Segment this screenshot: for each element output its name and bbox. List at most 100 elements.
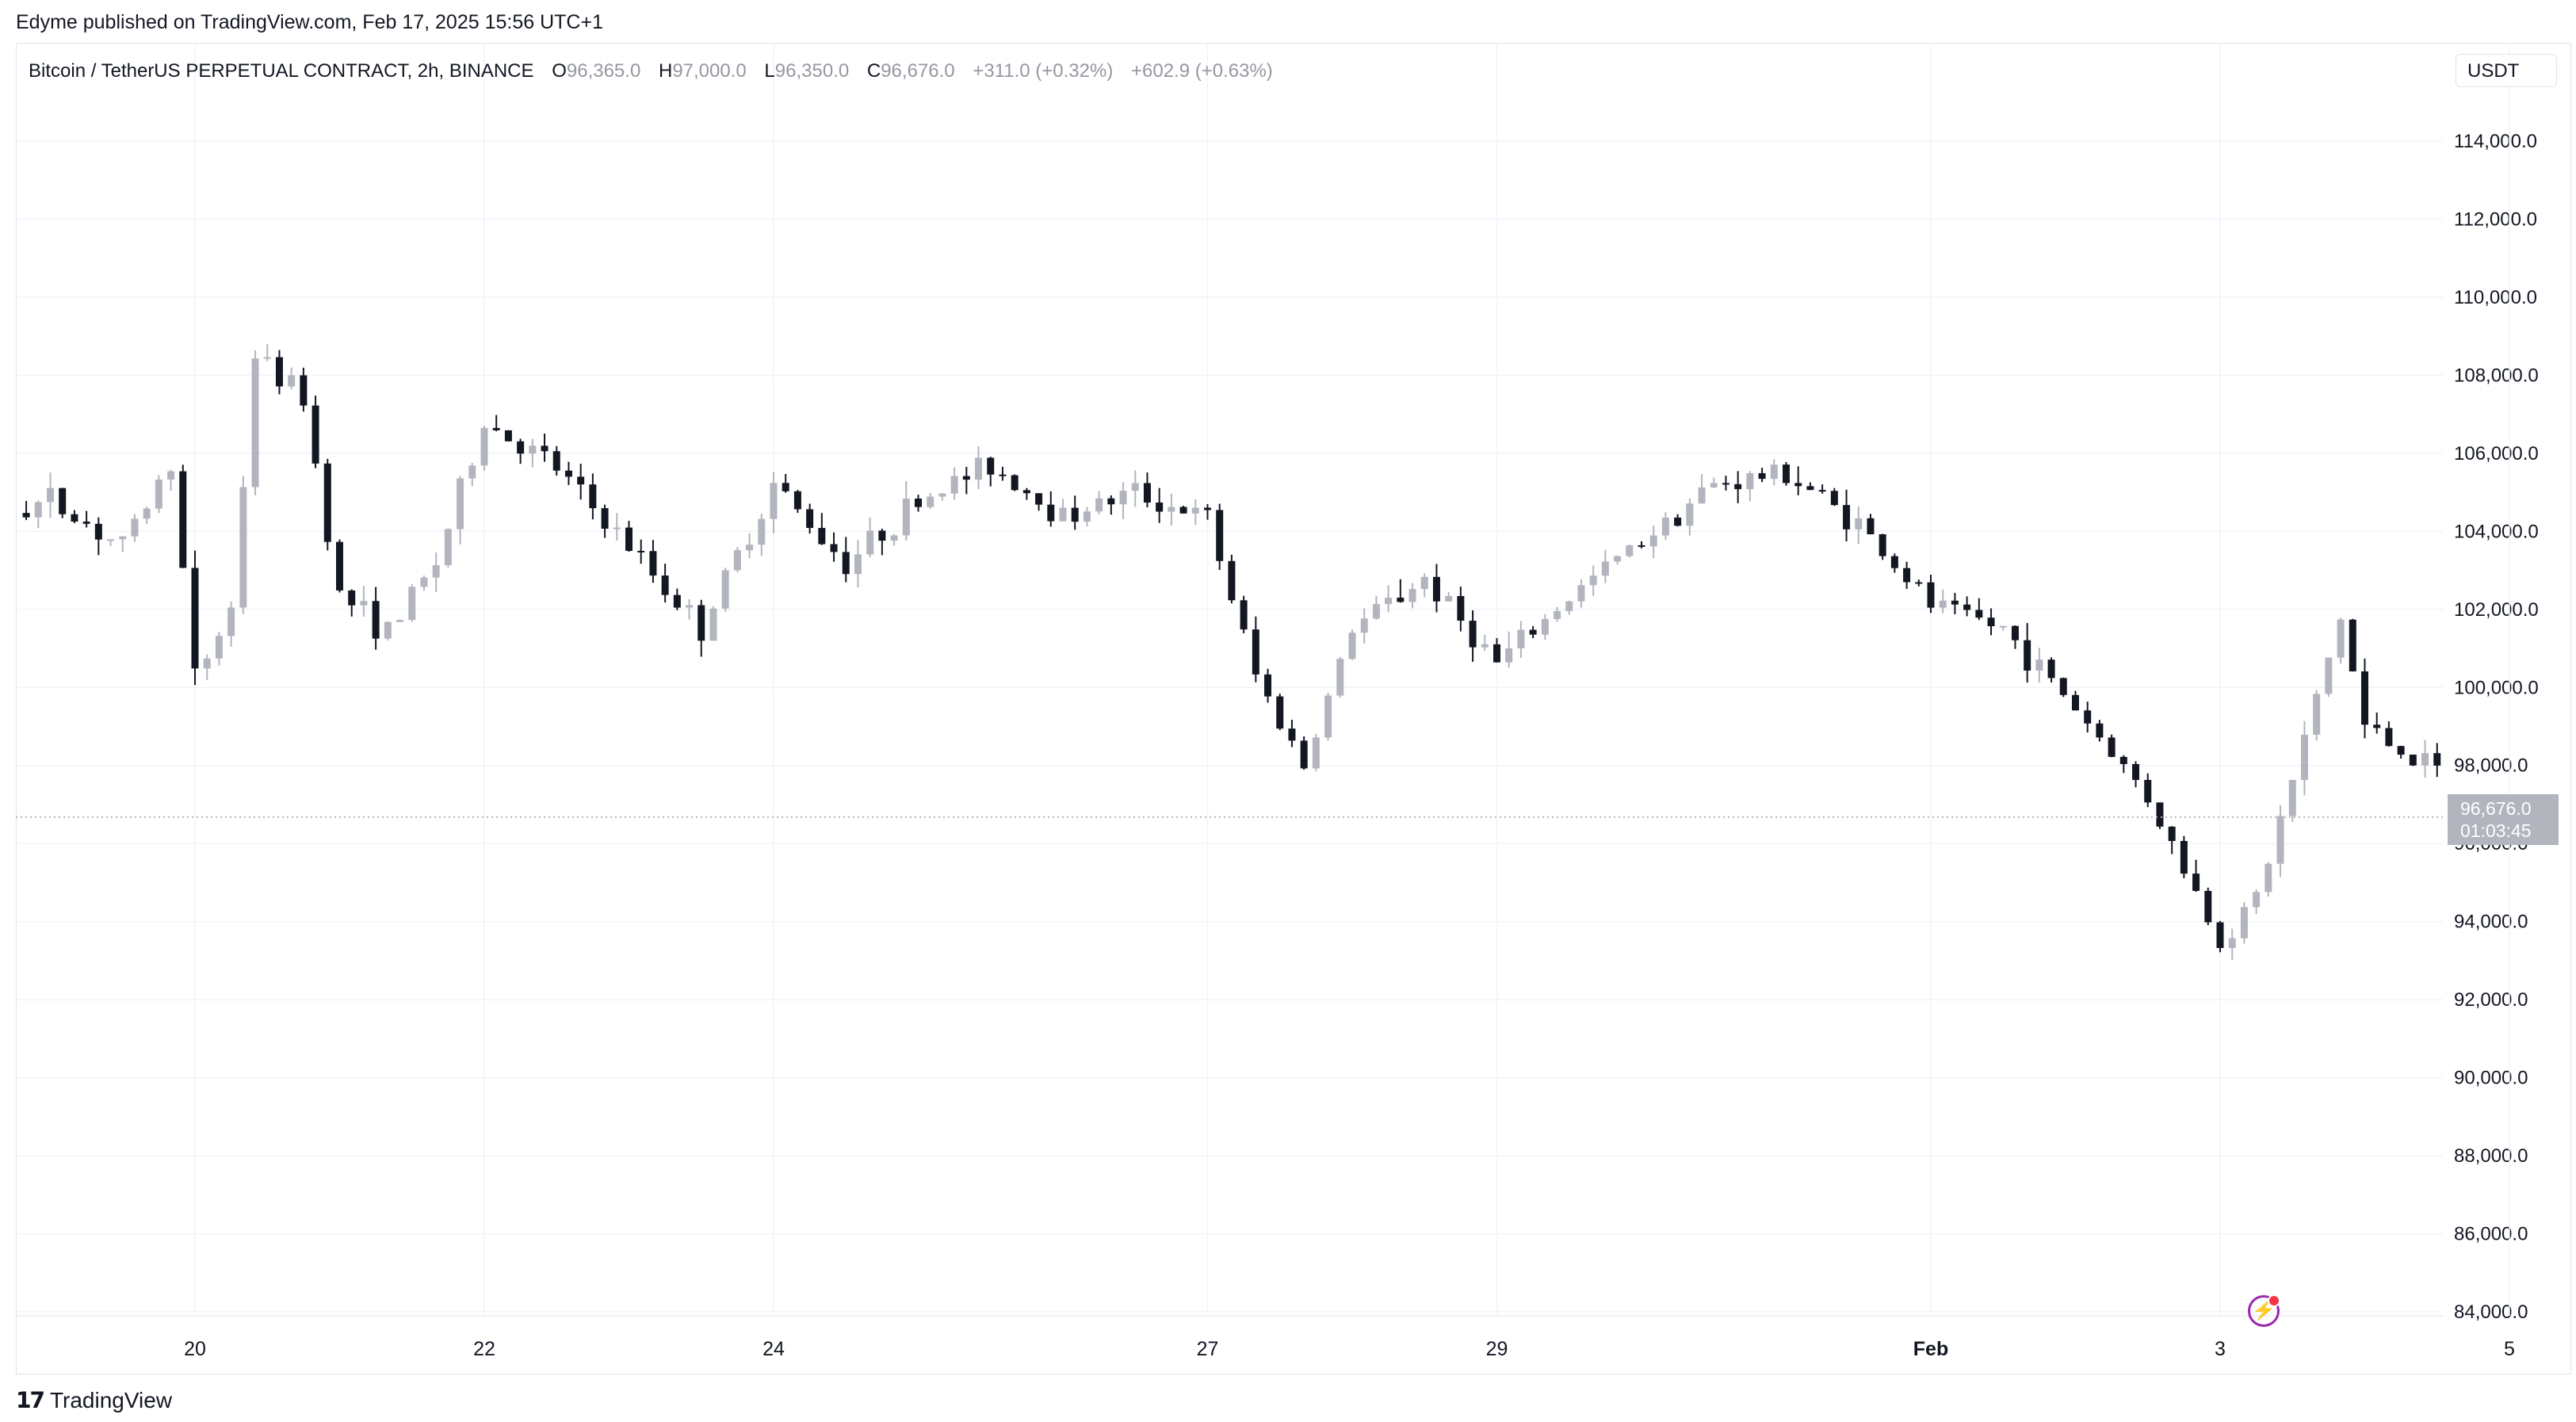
candle-body: [167, 471, 175, 480]
candle-body: [372, 601, 380, 639]
candle-body: [1975, 610, 1983, 618]
candle-body: [806, 509, 814, 529]
candle-body: [1432, 576, 1440, 602]
candle-body: [1746, 472, 1754, 490]
candle-body: [552, 451, 560, 471]
candle-body: [1987, 617, 1995, 627]
candle-body: [1276, 696, 1284, 729]
candle-body: [793, 491, 801, 510]
candle-body: [1710, 483, 1718, 487]
change-value-2: +602.9 (+0.63%): [1130, 60, 1273, 82]
candle-body: [311, 405, 319, 464]
candle-body: [1397, 598, 1405, 602]
candle-body: [2168, 826, 2176, 841]
candle-body: [1878, 534, 1886, 556]
candle-body: [504, 430, 512, 442]
candle-body: [1855, 518, 1863, 529]
candle-body: [1626, 545, 1634, 556]
candle-body: [2397, 746, 2405, 755]
candle-body: [2337, 619, 2345, 658]
candle-body: [782, 483, 789, 491]
candle-body: [119, 536, 127, 540]
candle-body: [2144, 779, 2152, 803]
candle-body: [987, 457, 995, 475]
candle-body: [1445, 595, 1453, 602]
candle-body: [1529, 629, 1537, 635]
candle-body: [396, 620, 404, 622]
candle-body: [1783, 464, 1790, 484]
candle-body: [1686, 503, 1694, 526]
candle-body: [999, 474, 1007, 476]
symbol-title[interactable]: Bitcoin / TetherUS PERPETUAL CONTRACT, 2…: [29, 60, 534, 82]
high-label: H: [658, 60, 673, 82]
high-value: 97,000.0: [672, 60, 747, 82]
y-tick-label: 88,000.0: [2454, 1145, 2528, 1167]
y-tick-label: 112,000.0: [2454, 208, 2537, 230]
candle-body: [1927, 582, 1935, 608]
lightning-icon[interactable]: ⚡: [2248, 1294, 2280, 1327]
candle-body: [2156, 802, 2164, 827]
candle-body: [1348, 633, 1356, 659]
candle-body: [1095, 498, 1103, 512]
candle-body: [1264, 674, 1272, 697]
candle-body: [1661, 517, 1669, 536]
candle-body: [2059, 678, 2067, 695]
candle-body: [2072, 694, 2079, 711]
price-chart-pane[interactable]: 84,000.0 86,000.0 88,000.0 90,000.0 92,000.0…: [16, 43, 2571, 1374]
candle-body: [288, 375, 296, 387]
candle-body: [1794, 483, 1802, 487]
x-tick-label: 24: [762, 1338, 785, 1360]
candle-body: [2192, 873, 2200, 891]
candlestick-chart[interactable]: 84,000.0 86,000.0 88,000.0 90,000.0 92,000.0…: [16, 43, 2571, 1374]
candle-body: [613, 527, 621, 529]
candle-body: [938, 493, 946, 497]
candle-body: [1806, 486, 1814, 491]
candle-body: [2288, 779, 2296, 816]
bar-countdown: 01:03:45: [2460, 820, 2532, 841]
candle-body: [1179, 506, 1187, 514]
candle-body: [878, 530, 886, 541]
x-tick-label: 22: [473, 1338, 495, 1360]
candle-body: [975, 457, 983, 480]
candle-body: [1216, 510, 1224, 561]
candle-body: [468, 465, 476, 479]
candle-body: [1554, 610, 1561, 619]
candle-body: [94, 523, 102, 540]
symbol-legend: Bitcoin / TetherUS PERPETUAL CONTRACT, 2…: [29, 60, 1273, 82]
candle-body: [517, 441, 525, 454]
candle-body: [275, 357, 283, 387]
chart-border: [16, 43, 2571, 1374]
candle-body: [1565, 601, 1573, 611]
candle-body: [2024, 640, 2031, 671]
candle-body: [902, 499, 910, 536]
candle-body: [1083, 511, 1091, 522]
candle-body: [2325, 657, 2333, 694]
candle-body: [82, 522, 90, 524]
candle-body: [2132, 763, 2140, 780]
candle-body: [2096, 723, 2104, 738]
candle-body: [1890, 556, 1898, 568]
candle-body: [2228, 938, 2236, 949]
candle-body: [1493, 644, 1500, 663]
candle-body: [2433, 753, 2441, 766]
y-tick-label: 92,000.0: [2454, 989, 2528, 1011]
candle-body: [2011, 625, 2019, 640]
candle-body: [1505, 648, 1513, 663]
candle-body: [1420, 576, 1428, 590]
candle-body: [1951, 600, 1959, 605]
candle-body: [1408, 589, 1416, 602]
candle-body: [2385, 728, 2393, 747]
y-tick-label: 108,000.0: [2454, 365, 2539, 386]
candle-body: [1168, 506, 1175, 512]
candle-body: [2180, 840, 2188, 874]
candle-body: [1770, 464, 1778, 480]
candle-body: [155, 479, 162, 509]
candle-body: [1035, 493, 1043, 505]
candle-body: [1601, 561, 1609, 576]
candle-body: [1915, 582, 1923, 584]
candle-body: [71, 514, 78, 522]
candle-body: [950, 476, 958, 494]
tradingview-brand[interactable]: 𝟭𝟳 TradingView: [16, 1387, 172, 1413]
candle-body: [1119, 491, 1127, 505]
currency-button[interactable]: USDT: [2456, 54, 2557, 87]
